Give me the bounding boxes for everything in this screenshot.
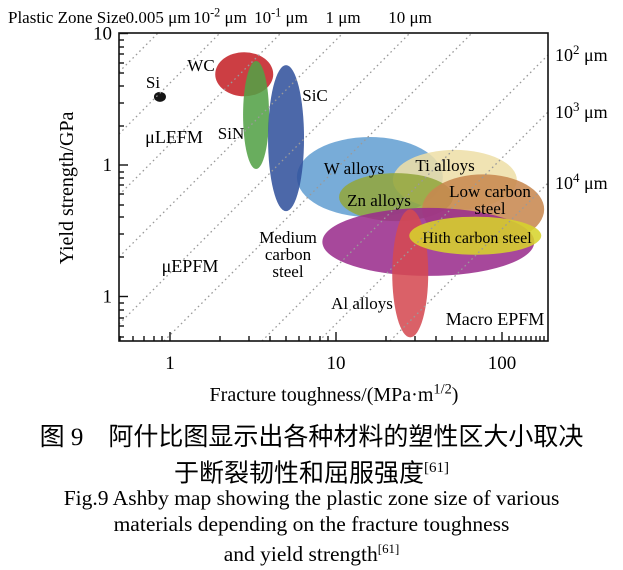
- caption-zh-citation: [61]: [424, 460, 449, 476]
- contour-label-top: 1 μm: [325, 8, 360, 27]
- material-label-low-carbon-steel: steel: [474, 199, 505, 218]
- material-label-medium-carbon-steel: Medium: [259, 228, 317, 247]
- plastic-zone-size-header: Plastic Zone Size: [8, 8, 126, 27]
- zone-label--epfm: μEPFM: [162, 256, 219, 276]
- contour-label-right: 102 μm: [555, 42, 608, 65]
- contour-line: [163, 32, 473, 342]
- y-tick-label: 1: [103, 155, 113, 176]
- caption-en-citation: [61]: [377, 542, 400, 556]
- contour-label-right: 103 μm: [555, 99, 608, 122]
- y-tick-label: 1: [103, 287, 113, 308]
- material-label-medium-carbon-steel: carbon: [265, 245, 312, 264]
- material-ellipse-sic: [268, 65, 305, 212]
- contour-label-right: 104 μm: [555, 170, 608, 193]
- contour-label-top: 0.005 μm: [126, 8, 191, 27]
- caption-en-line3: and yield strength[61]: [0, 537, 623, 568]
- x-tick-label: 100: [488, 353, 517, 374]
- contour-label-top: 10-1 μm: [254, 6, 308, 27]
- contour-label-top: 10 μm: [388, 8, 432, 27]
- caption-zh-line2: 于断裂韧性和屈服强度[61]: [0, 453, 623, 489]
- contour-line: [318, 111, 549, 342]
- contour-line: [118, 32, 411, 325]
- caption-en-line1: Fig.9 Ashby map showing the plastic zone…: [63, 486, 560, 510]
- material-label-ti-alloys: Ti alloys: [415, 156, 474, 175]
- contour-line: [118, 32, 159, 73]
- caption-en-line3-text: and yield strength: [223, 542, 378, 567]
- material-label-al-alloys: Al alloys: [331, 294, 393, 313]
- material-label-sic: SiC: [302, 86, 328, 105]
- caption-zh-line2-text: 于断裂韧性和屈服强度: [173, 460, 424, 488]
- caption-en-line2: materials depending on the fracture toug…: [113, 511, 510, 536]
- material-ellipse-si: [153, 91, 166, 102]
- material-label-hith-carbon-steel: Hith carbon steel: [422, 230, 532, 247]
- caption-zh: 图 9 阿什比图显示出各种材料的塑性区大小取决 于断裂韧性和屈服强度[61]: [0, 423, 623, 489]
- material-label-sin: SiN: [218, 124, 244, 143]
- contour-label-top: 10-2 μm: [193, 6, 247, 27]
- contour-line: [389, 182, 549, 342]
- x-tick-label: 10: [327, 353, 346, 374]
- contour-line: [261, 54, 549, 342]
- material-label-medium-carbon-steel: steel: [272, 262, 303, 281]
- x-axis-title: Fracture toughness/(MPa·m1/2): [210, 381, 459, 406]
- y-tick-label: 10: [93, 24, 112, 45]
- plot-frame: [118, 32, 549, 342]
- material-ellipse-sin: [243, 61, 270, 170]
- x-tick-label: 1: [165, 353, 175, 374]
- material-label-w-alloys: W alloys: [324, 159, 385, 178]
- y-axis-title: Yield strength/GPa: [56, 111, 78, 264]
- material-label-wc: WC: [187, 56, 214, 75]
- caption-en: Fig.9 Ashby map showing the plastic zone…: [0, 486, 623, 568]
- zone-label--lefm: μLEFM: [145, 127, 203, 147]
- material-label-low-carbon-steel: Low carbon: [449, 182, 531, 201]
- zone-label-macro-epfm: Macro EPFM: [446, 309, 545, 329]
- material-ellipse-hith-carbon-steel: [409, 216, 542, 255]
- material-label-zn-alloys: Zn alloys: [347, 191, 411, 210]
- ashby-chart: 0.005 μm 10-2 μm 10-1 μm 1 μm 10 μm 102 μm 103…: [8, 6, 608, 406]
- caption-zh-line1: 图 9 阿什比图显示出各种材料的塑性区大小取决: [39, 424, 584, 451]
- material-label-si: Si: [146, 73, 160, 92]
- contour-line: [118, 32, 221, 135]
